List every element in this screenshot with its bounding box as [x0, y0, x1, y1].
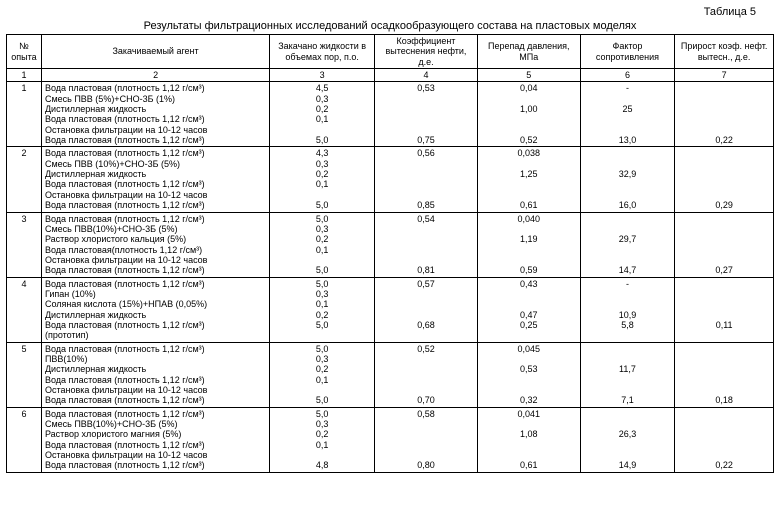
cell-dp: 0,038 1,25 0,61 — [477, 147, 580, 212]
cell-fs: 26,3 14,9 — [580, 407, 675, 472]
cell-agent: Вода пластовая (плотность 1,12 г/см³) См… — [41, 147, 269, 212]
table-header: № опыта Закачиваемый агент Закачано жидк… — [7, 35, 774, 82]
col-number: 7 — [675, 69, 774, 82]
col-header-dk: Прирост коэф. нефт. вытесн., д.е. — [675, 35, 774, 69]
col-number: 4 — [375, 69, 478, 82]
cell-agent: Вода пластовая (плотность 1,12 г/см³) См… — [41, 407, 269, 472]
cell-kvn: 0,54 0,81 — [375, 212, 478, 277]
col-header-vol: Закачано жидкости в объемах пор, п.о. — [270, 35, 375, 69]
cell-dp: 0,43 0,47 0,25 — [477, 277, 580, 342]
cell-agent: Вода пластовая (плотность 1,12 г/см³) См… — [41, 82, 269, 147]
cell-fs: 29,7 14,7 — [580, 212, 675, 277]
cell-vol: 5,0 0,3 0,1 0,2 5,0 — [270, 277, 375, 342]
cell-kvn: 0,52 0,70 — [375, 342, 478, 407]
cell-fs: - 10,9 5,8 — [580, 277, 675, 342]
experiment-row: 4 Вода пластовая (плотность 1,12 г/см³) … — [7, 277, 774, 342]
experiment-row: 2 Вода пластовая (плотность 1,12 г/см³) … — [7, 147, 774, 212]
cell-kvn: 0,58 0,80 — [375, 407, 478, 472]
cell-fs: - 25 13,0 — [580, 82, 675, 147]
table-body: 1 Вода пластовая (плотность 1,12 г/см³) … — [7, 82, 774, 472]
col-number: 6 — [580, 69, 675, 82]
cell-no: 6 — [7, 407, 42, 472]
experiment-row: 6 Вода пластовая (плотность 1,12 г/см³) … — [7, 407, 774, 472]
experiment-row: 5 Вода пластовая (плотность 1,12 г/см³) … — [7, 342, 774, 407]
cell-no: 4 — [7, 277, 42, 342]
cell-agent: Вода пластовая (плотность 1,12 г/см³) Ги… — [41, 277, 269, 342]
cell-dk: 0,22 — [675, 407, 774, 472]
header-row: № опыта Закачиваемый агент Закачано жидк… — [7, 35, 774, 69]
cell-dk: 0,18 — [675, 342, 774, 407]
cell-kvn: 0,56 0,85 — [375, 147, 478, 212]
cell-fs: 32,9 16,0 — [580, 147, 675, 212]
cell-vol: 4,5 0,3 0,2 0,1 5,0 — [270, 82, 375, 147]
cell-dp: 0,040 1,19 0,59 — [477, 212, 580, 277]
cell-no: 3 — [7, 212, 42, 277]
cell-dk: 0,29 — [675, 147, 774, 212]
cell-dk: 0,11 — [675, 277, 774, 342]
col-number: 5 — [477, 69, 580, 82]
col-number: 1 — [7, 69, 42, 82]
cell-dk: 0,22 — [675, 82, 774, 147]
cell-fs: 11,7 7,1 — [580, 342, 675, 407]
cell-no: 1 — [7, 82, 42, 147]
col-header-agent: Закачиваемый агент — [41, 35, 269, 69]
table-label: Таблица 5 — [6, 6, 774, 18]
col-header-fs: Фактор сопротивления — [580, 35, 675, 69]
experiment-row: 1 Вода пластовая (плотность 1,12 г/см³) … — [7, 82, 774, 147]
experiment-row: 3 Вода пластовая (плотность 1,12 г/см³) … — [7, 212, 774, 277]
col-header-no: № опыта — [7, 35, 42, 69]
cell-agent: Вода пластовая (плотность 1,12 г/см³) ПВ… — [41, 342, 269, 407]
results-table: № опыта Закачиваемый агент Закачано жидк… — [6, 34, 774, 473]
cell-no: 2 — [7, 147, 42, 212]
cell-kvn: 0,57 0,68 — [375, 277, 478, 342]
cell-vol: 4,3 0,3 0,2 0,1 5,0 — [270, 147, 375, 212]
cell-vol: 5,0 0,3 0,2 0,1 5,0 — [270, 212, 375, 277]
header-number-row: 1 2 3 4 5 6 7 — [7, 69, 774, 82]
col-header-dp: Перепад давления, МПа — [477, 35, 580, 69]
cell-vol: 5,0 0,3 0,2 0,1 4,8 — [270, 407, 375, 472]
cell-dp: 0,041 1,08 0,61 — [477, 407, 580, 472]
cell-dp: 0,04 1,00 0,52 — [477, 82, 580, 147]
cell-kvn: 0,53 0,75 — [375, 82, 478, 147]
cell-vol: 5,0 0,3 0,2 0,1 5,0 — [270, 342, 375, 407]
cell-agent: Вода пластовая (плотность 1,12 г/см³) См… — [41, 212, 269, 277]
col-number: 2 — [41, 69, 269, 82]
col-number: 3 — [270, 69, 375, 82]
cell-dk: 0,27 — [675, 212, 774, 277]
cell-no: 5 — [7, 342, 42, 407]
cell-dp: 0,045 0,53 0,32 — [477, 342, 580, 407]
col-header-kvn: Коэффициент вытеснения нефти, д.е. — [375, 35, 478, 69]
table-caption: Результаты фильтрационных исследований о… — [6, 20, 774, 32]
